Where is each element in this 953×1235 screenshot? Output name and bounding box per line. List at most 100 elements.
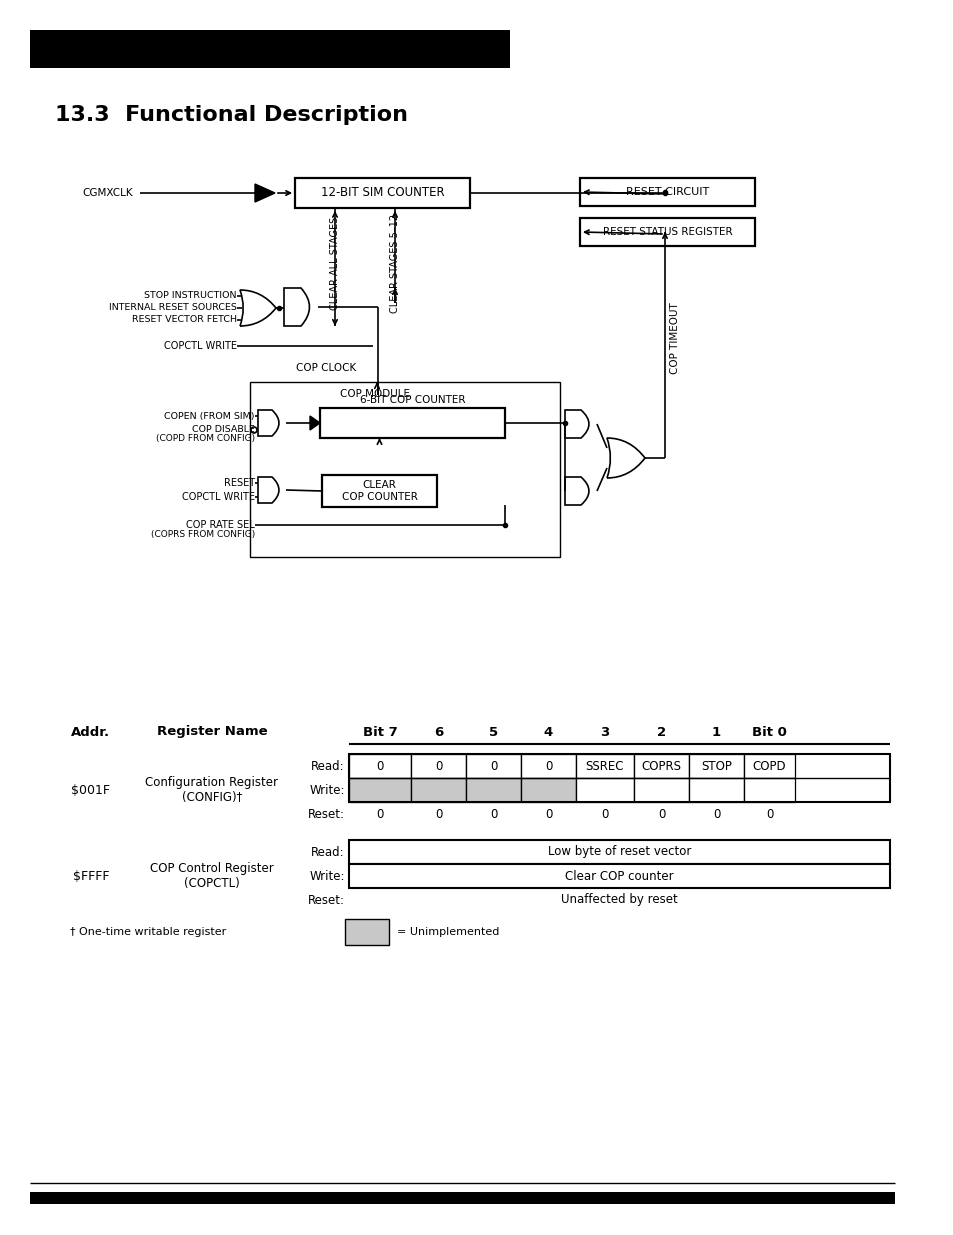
Text: 0: 0 — [375, 760, 383, 773]
Bar — [349, 755, 411, 778]
Text: COP CLOCK: COP CLOCK — [295, 363, 355, 373]
PathPatch shape — [564, 410, 588, 438]
Text: (COPD FROM CONFIG): (COPD FROM CONFIG) — [155, 435, 254, 443]
Bar — [349, 840, 889, 864]
Bar — [30, 30, 510, 68]
Bar — [465, 778, 520, 802]
Text: CGMXCLK: CGMXCLK — [82, 188, 132, 198]
Text: COPCTL WRITE: COPCTL WRITE — [164, 341, 236, 351]
Text: STOP: STOP — [700, 760, 731, 773]
Text: Low byte of reset vector: Low byte of reset vector — [547, 846, 691, 858]
Text: $001F: $001F — [71, 783, 111, 797]
Text: CLEAR
COP COUNTER: CLEAR COP COUNTER — [341, 480, 417, 501]
Text: Read:: Read: — [311, 760, 345, 773]
Text: 13.3  Functional Description: 13.3 Functional Description — [55, 105, 408, 125]
Text: COPRS: COPRS — [640, 760, 680, 773]
Bar — [634, 755, 688, 778]
Text: RESET VECTOR FETCH: RESET VECTOR FETCH — [132, 315, 236, 325]
Bar — [634, 778, 688, 802]
Text: Reset:: Reset: — [308, 893, 345, 906]
Text: 0: 0 — [489, 808, 497, 820]
Text: STOP INSTRUCTION: STOP INSTRUCTION — [144, 291, 236, 300]
Bar — [349, 778, 411, 802]
Text: COP DISABLE: COP DISABLE — [192, 426, 254, 435]
Text: Bit 0: Bit 0 — [751, 725, 786, 739]
Bar — [743, 778, 794, 802]
Text: Clear COP counter: Clear COP counter — [564, 869, 673, 883]
Text: Configuration Register
(CONFIG)†: Configuration Register (CONFIG)† — [146, 776, 278, 804]
Text: (COPRS FROM CONFIG): (COPRS FROM CONFIG) — [151, 531, 254, 540]
Text: Register Name: Register Name — [156, 725, 267, 739]
Text: 0: 0 — [765, 808, 772, 820]
Text: 0: 0 — [600, 808, 608, 820]
Text: = Unimplemented: = Unimplemented — [396, 927, 498, 937]
Bar — [349, 864, 889, 888]
PathPatch shape — [564, 477, 588, 505]
Text: 2: 2 — [657, 725, 665, 739]
Text: 0: 0 — [544, 808, 552, 820]
Text: 12-BIT SIM COUNTER: 12-BIT SIM COUNTER — [320, 186, 444, 200]
Bar — [520, 755, 576, 778]
Text: COP TIMEOUT: COP TIMEOUT — [669, 303, 679, 374]
Text: 0: 0 — [435, 760, 442, 773]
Bar — [579, 219, 754, 246]
Text: COP Control Register
(COPCTL): COP Control Register (COPCTL) — [150, 862, 274, 890]
Text: COP MODULE: COP MODULE — [339, 389, 410, 399]
Text: CLEAR STAGES 5–12: CLEAR STAGES 5–12 — [390, 214, 399, 312]
PathPatch shape — [240, 290, 275, 326]
Text: Unaffected by reset: Unaffected by reset — [560, 893, 678, 906]
Text: SSREC: SSREC — [585, 760, 623, 773]
Bar — [345, 919, 389, 945]
Text: 0: 0 — [435, 808, 442, 820]
Bar — [743, 755, 794, 778]
Text: RESET STATUS REGISTER: RESET STATUS REGISTER — [602, 227, 732, 237]
PathPatch shape — [257, 410, 278, 436]
Text: COPD: COPD — [752, 760, 785, 773]
Bar — [576, 755, 634, 778]
Polygon shape — [310, 416, 319, 430]
Bar — [579, 178, 754, 206]
Text: $FFFF: $FFFF — [72, 869, 110, 883]
Text: 3: 3 — [599, 725, 609, 739]
Bar — [411, 755, 465, 778]
Text: RESET: RESET — [224, 478, 254, 488]
Text: COP RATE SEL: COP RATE SEL — [186, 520, 254, 530]
Text: 0: 0 — [658, 808, 664, 820]
Text: COPCTL WRITE: COPCTL WRITE — [182, 492, 254, 501]
Bar — [520, 778, 576, 802]
Text: 0: 0 — [375, 808, 383, 820]
Text: RESET CIRCUIT: RESET CIRCUIT — [625, 186, 708, 198]
PathPatch shape — [257, 477, 278, 503]
Text: 0: 0 — [489, 760, 497, 773]
Bar — [411, 778, 465, 802]
Text: CLEAR ALL STAGES: CLEAR ALL STAGES — [330, 216, 339, 310]
Text: Write:: Write: — [309, 783, 345, 797]
Bar — [322, 475, 436, 508]
Text: 0: 0 — [712, 808, 720, 820]
Text: 4: 4 — [543, 725, 553, 739]
Text: 0: 0 — [544, 760, 552, 773]
PathPatch shape — [606, 438, 644, 478]
Text: 5: 5 — [489, 725, 497, 739]
Text: 6: 6 — [434, 725, 442, 739]
Text: † One-time writable register: † One-time writable register — [70, 927, 226, 937]
Bar — [465, 755, 520, 778]
Text: COPEN (FROM SIM): COPEN (FROM SIM) — [164, 411, 254, 420]
Text: INTERNAL RESET SOURCES: INTERNAL RESET SOURCES — [109, 304, 236, 312]
Bar — [294, 178, 470, 207]
Text: 6-BIT COP COUNTER: 6-BIT COP COUNTER — [359, 395, 465, 405]
Bar — [349, 755, 889, 802]
Text: 1: 1 — [711, 725, 720, 739]
Text: Read:: Read: — [311, 846, 345, 858]
Bar — [688, 778, 743, 802]
Bar — [576, 778, 634, 802]
Bar — [319, 408, 504, 438]
Text: Bit 7: Bit 7 — [362, 725, 397, 739]
PathPatch shape — [284, 288, 309, 326]
Text: Addr.: Addr. — [71, 725, 111, 739]
Bar — [250, 382, 559, 557]
Bar — [688, 755, 743, 778]
Text: Reset:: Reset: — [308, 808, 345, 820]
Bar — [30, 1192, 894, 1204]
Text: Write:: Write: — [309, 869, 345, 883]
